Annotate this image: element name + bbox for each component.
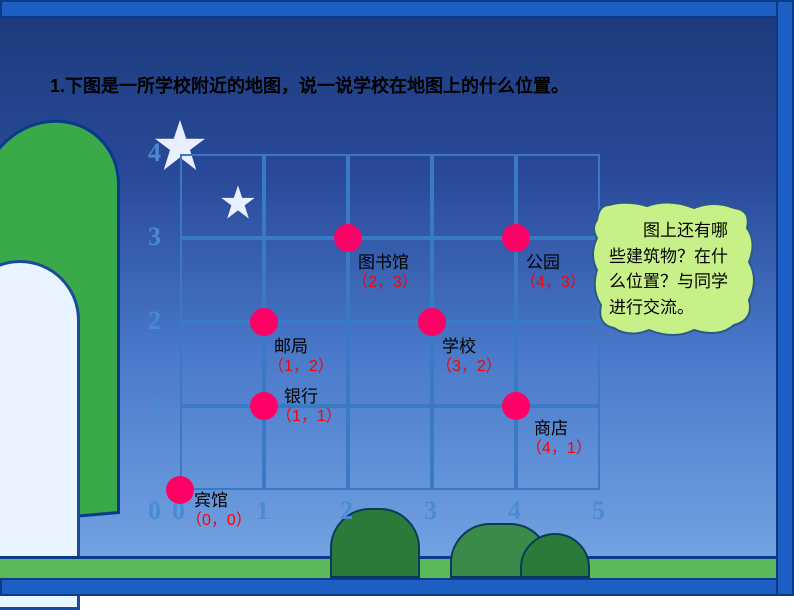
- point-coord: （4，1）: [526, 434, 592, 458]
- y-axis-label: 3: [148, 222, 161, 252]
- grid-cell: [432, 406, 516, 490]
- map-point: [166, 476, 194, 504]
- grid-cell: [432, 238, 516, 322]
- question-text: 1.下图是一所学校附近的地图，说一说学校在地图上的什么位置。: [50, 72, 569, 98]
- grid-cell: [180, 406, 264, 490]
- bubble-text: 图上还有哪些建筑物？在什么位置？与同学进行交流。: [609, 218, 741, 320]
- grid-cell: [180, 154, 264, 238]
- point-coord: （3，2）: [436, 352, 502, 376]
- grid-cell: [264, 154, 348, 238]
- grid-cell: [516, 322, 600, 406]
- y-axis-label: 2: [148, 306, 161, 336]
- point-coord: （1，2）: [268, 352, 334, 376]
- grid-cell: [348, 322, 432, 406]
- x-axis-label: 3: [424, 496, 437, 526]
- x-axis-label: 1: [256, 496, 269, 526]
- speech-bubble: 图上还有哪些建筑物？在什么位置？与同学进行交流。: [589, 200, 759, 340]
- point-coord: （2，3）: [352, 268, 418, 292]
- frame-border: [0, 578, 794, 596]
- x-axis-label: 2: [340, 496, 353, 526]
- grid-cell: [432, 154, 516, 238]
- grid-cell: [180, 322, 264, 406]
- grid-cell: [516, 154, 600, 238]
- grid-cell: [264, 238, 348, 322]
- x-axis-label: 5: [592, 496, 605, 526]
- frame-border: [776, 0, 794, 596]
- x-axis-label: 4: [508, 496, 521, 526]
- frame-border: [0, 0, 794, 18]
- y-axis-label: 4: [148, 138, 161, 168]
- origin-label: 0: [148, 496, 161, 526]
- point-coord: （1，1）: [276, 402, 342, 426]
- grid-cell: [180, 238, 264, 322]
- map-point: [502, 392, 530, 420]
- y-axis-label: 1: [148, 390, 161, 420]
- coordinate-grid: 01234512340宾馆（0，0）银行（1，1）邮局（1，2）图书馆（2，3）…: [130, 130, 570, 530]
- grid-cell: [348, 406, 432, 490]
- point-coord: （4，3）: [520, 268, 586, 292]
- map-point: [250, 392, 278, 420]
- point-coord: （0，0）: [186, 506, 252, 530]
- grid-cell: [348, 154, 432, 238]
